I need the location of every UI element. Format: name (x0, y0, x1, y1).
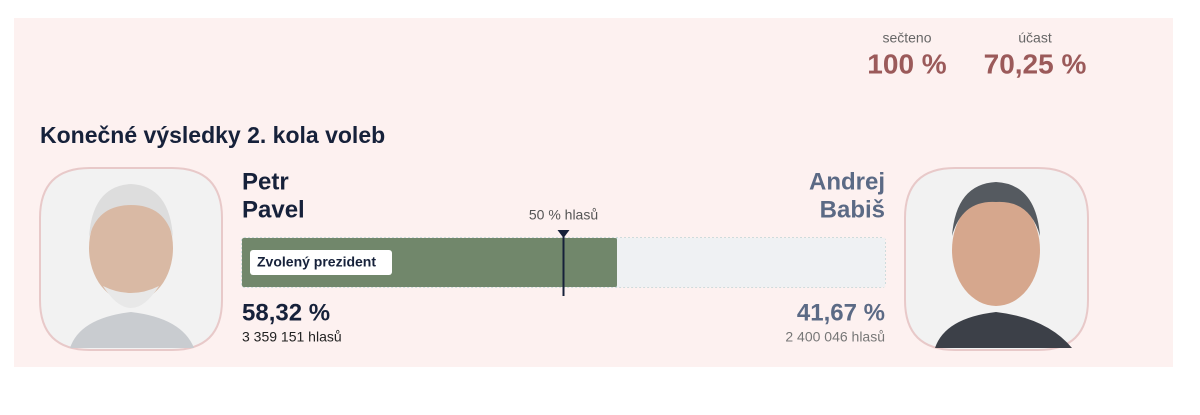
stat-label: sečteno (882, 30, 931, 46)
majority-label: 50 % hlasů (529, 207, 598, 223)
badge-bg (250, 250, 392, 275)
winner-badge: Zvolený prezident (257, 254, 376, 270)
stat-value: 100 % (867, 48, 946, 79)
candidate-first-name: Andrej (809, 168, 885, 195)
candidate-photo (904, 167, 1089, 351)
candidate-first-name: Petr (242, 168, 289, 195)
candidate-photo (39, 167, 223, 351)
candidate-votes: 3 359 151 hlasů (242, 329, 342, 345)
bar-segment (617, 238, 885, 287)
candidate-share: 41,67 % (797, 299, 885, 326)
candidate-share: 58,32 % (242, 299, 330, 326)
majority-marker (557, 230, 570, 238)
stat-label: účast (1018, 30, 1052, 46)
candidate-last-name: Pavel (242, 196, 305, 223)
candidate-votes: 2 400 046 hlasů (785, 329, 885, 345)
title: Konečné výsledky 2. kola voleb (40, 122, 385, 148)
stat-value: 70,25 % (984, 48, 1087, 79)
candidate-last-name: Babiš (820, 196, 885, 223)
result-bar: Zvolený prezident 50 % hlasů (241, 207, 886, 296)
